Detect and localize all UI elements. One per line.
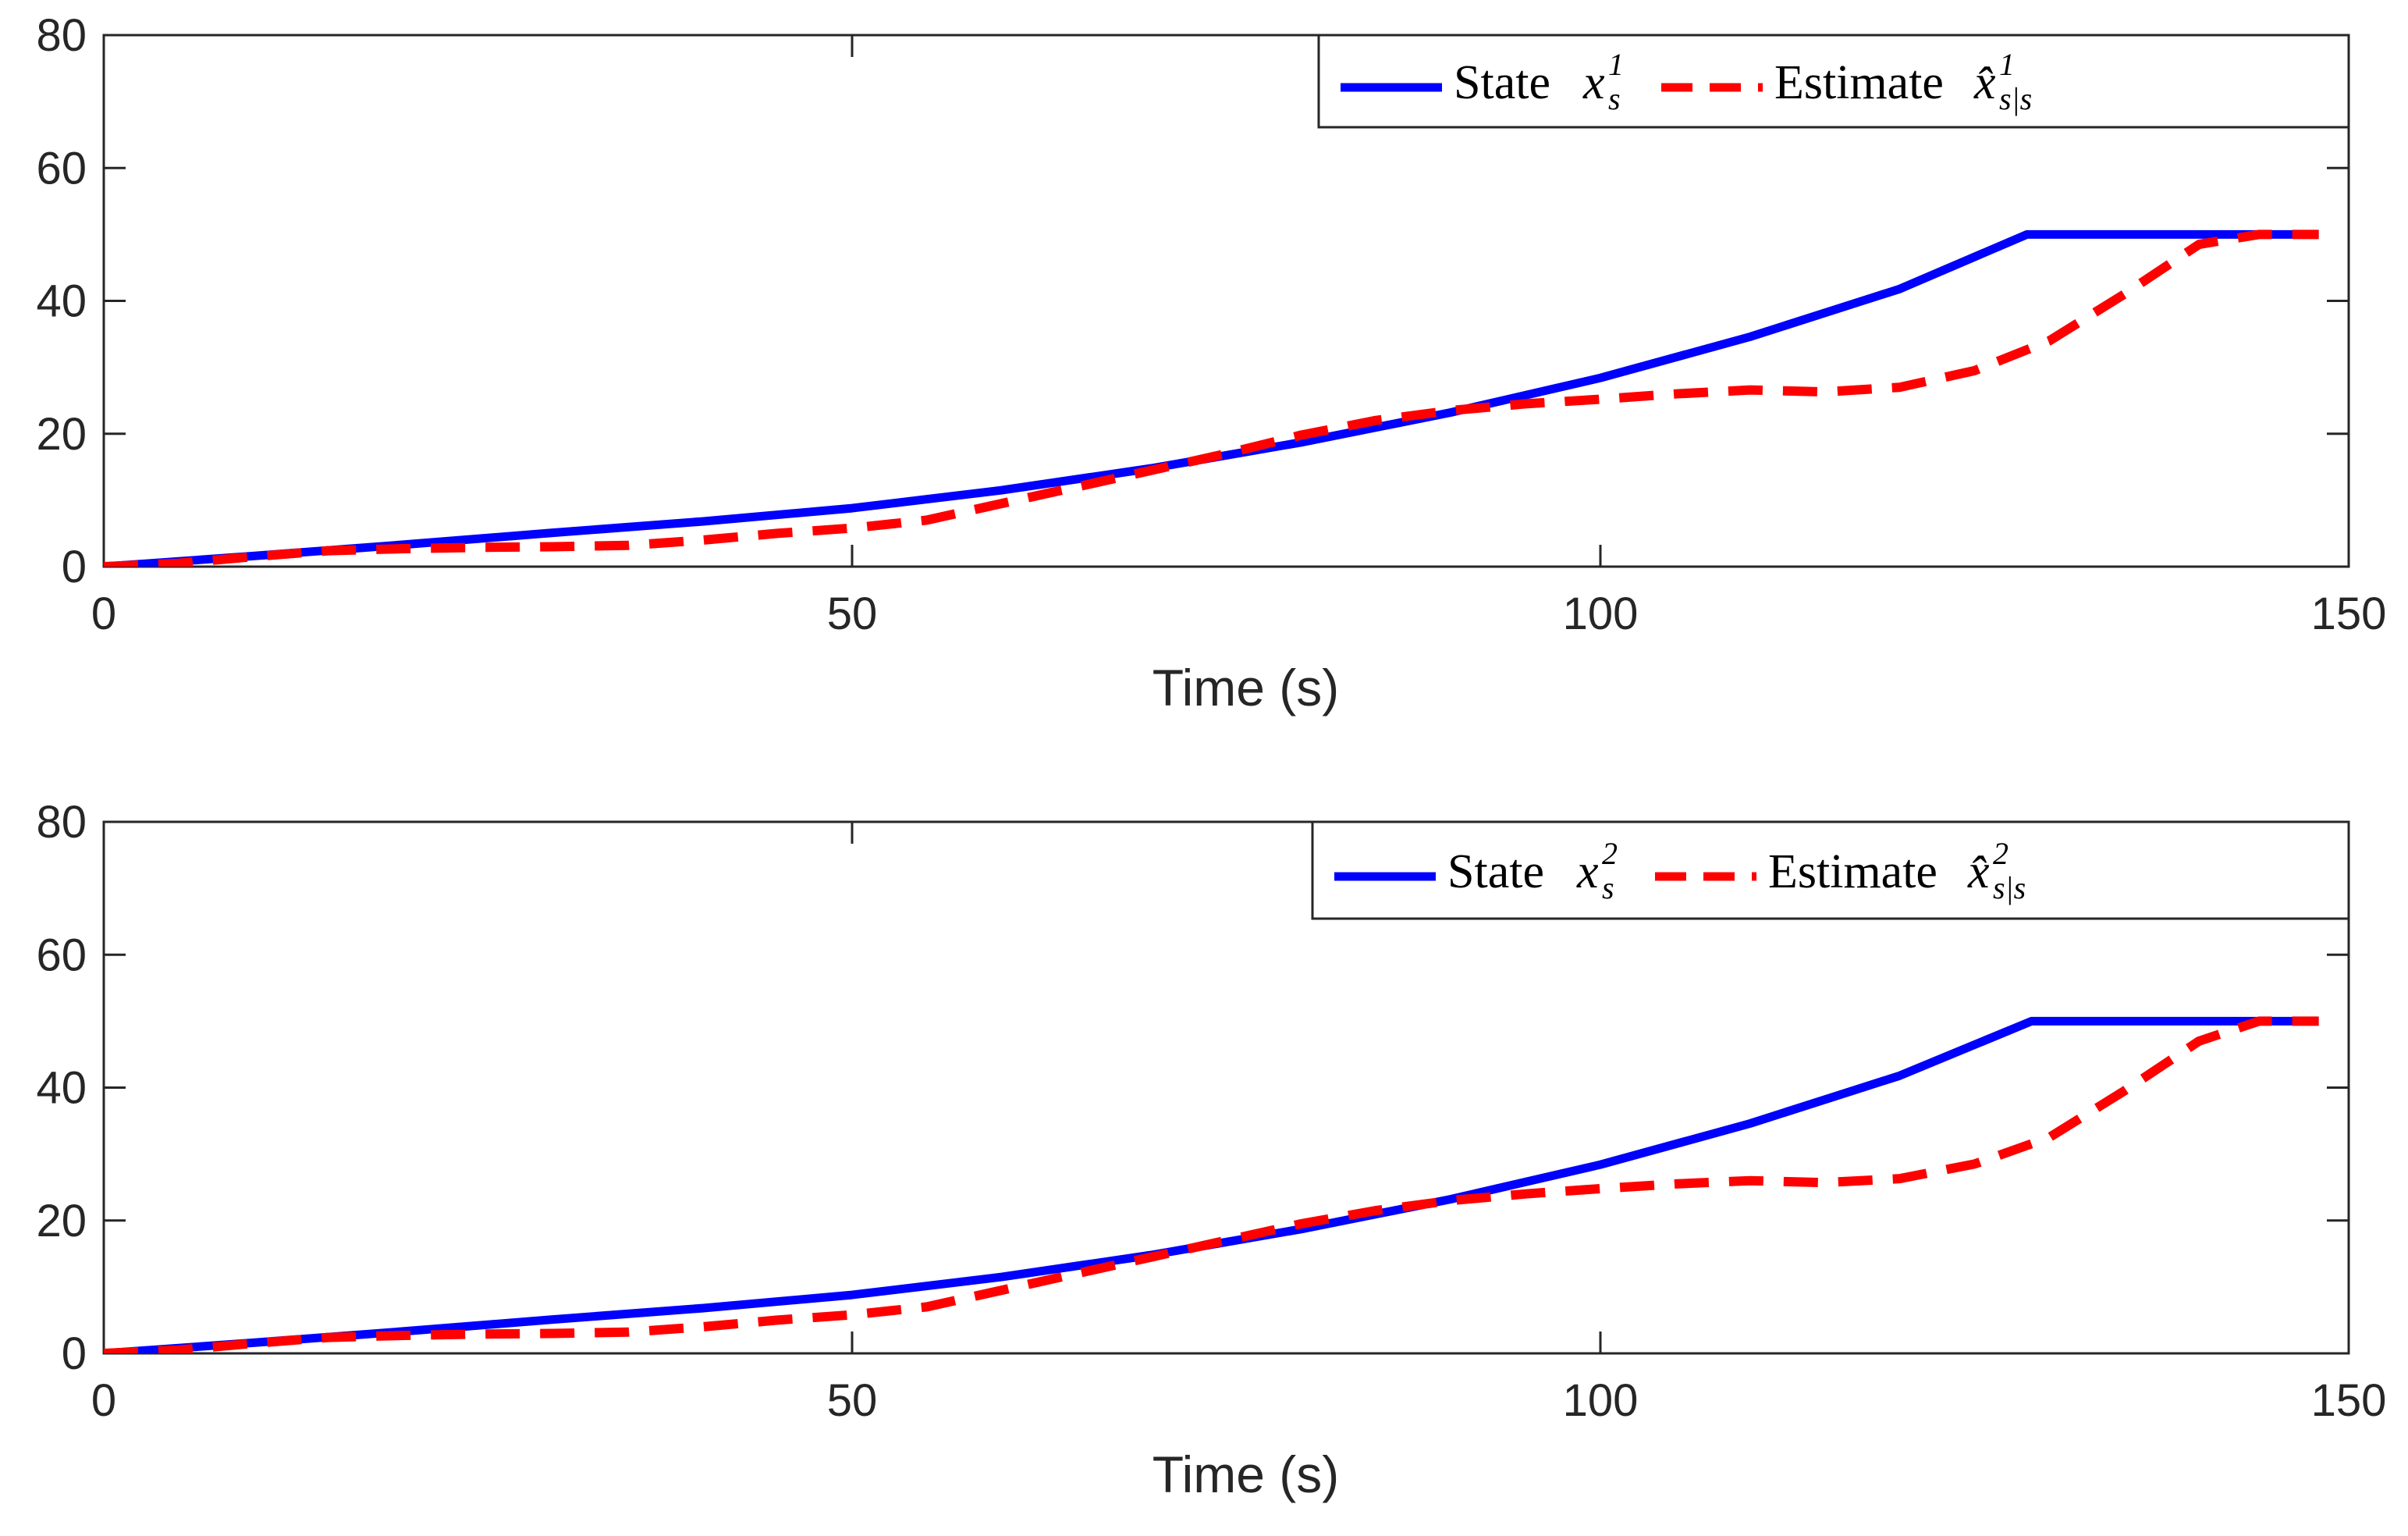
legend-sup-0: 1 — [1608, 47, 1624, 82]
x-tick-label: 50 — [827, 588, 878, 639]
legend-label-1: Estimate — [1774, 56, 1944, 109]
legend-box — [1311, 820, 2350, 920]
estimate-line — [104, 229, 2319, 567]
x-tick-label: 50 — [827, 1375, 878, 1426]
legend-subscript-0: s — [1602, 870, 1614, 905]
legend-symbol-1: x̂ — [1967, 845, 1990, 898]
x-tick-label: 150 — [2311, 588, 2387, 639]
legend-box — [1317, 34, 2350, 129]
legend-label-0: State — [1447, 845, 1544, 898]
y-tick-label: 20 — [36, 409, 87, 460]
state-line — [104, 1016, 2319, 1353]
legend: State x 1s Estimate x̂ 1s|s — [1317, 34, 2350, 129]
y-tick-label: 20 — [36, 1196, 87, 1246]
legend-subscript-1: s|s — [1993, 870, 2026, 905]
legend-symbol-0: x — [1576, 845, 1599, 898]
y-tick-label: 40 — [36, 276, 87, 327]
y-tick-label: 40 — [36, 1063, 87, 1114]
x-tick-label: 150 — [2311, 1375, 2387, 1426]
legend-symbol-1: x̂ — [1973, 56, 1996, 109]
y-tick-label: 80 — [36, 797, 87, 848]
plot-lines — [104, 1016, 2319, 1353]
legend-sup-0: 2 — [1602, 836, 1618, 871]
y-tick-label: 0 — [62, 542, 87, 592]
legend-sup-1: 1 — [1999, 47, 2015, 82]
y-tick-label: 60 — [36, 930, 87, 980]
legend-subscript-0: s — [1608, 81, 1621, 116]
y-tick-label: 0 — [62, 1328, 87, 1379]
state-line — [104, 229, 2319, 567]
x-tick-label: 100 — [1563, 1375, 1639, 1426]
x-tick-label: 100 — [1563, 588, 1639, 639]
y-tick-label: 60 — [36, 143, 87, 194]
legend-sup-1: 2 — [1993, 836, 2008, 871]
x-tick-label: 0 — [91, 1375, 116, 1426]
x-tick-label: 0 — [91, 588, 116, 639]
legend-subscript-1: s|s — [1999, 81, 2032, 116]
legend: State x 2s Estimate x̂ 2s|s — [1311, 820, 2350, 920]
x-axis-label: Time (s) — [1153, 1445, 1340, 1503]
legend-label-1: Estimate — [1768, 845, 1937, 898]
y-tick-label: 80 — [36, 10, 87, 61]
x-axis-label: Time (s) — [1153, 659, 1340, 716]
legend-label-0: State — [1454, 56, 1550, 109]
legend-symbol-0: x — [1582, 56, 1605, 109]
estimate-line — [104, 1016, 2319, 1353]
plot-lines — [104, 229, 2319, 567]
